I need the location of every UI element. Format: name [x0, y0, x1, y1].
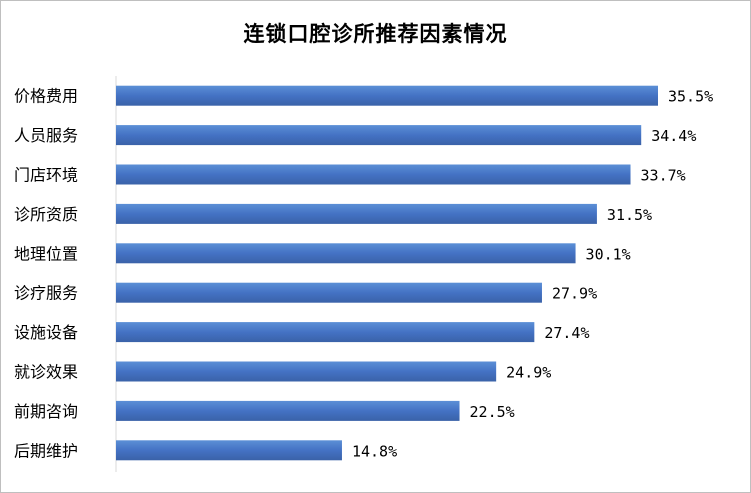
bar — [116, 85, 658, 106]
bar — [116, 243, 576, 264]
bar — [116, 125, 642, 146]
category-label: 门店环境 — [14, 166, 78, 185]
bar — [116, 164, 631, 185]
category-label: 诊疗服务 — [14, 284, 78, 303]
data-label: 27.4% — [544, 324, 589, 342]
category-label: 价格费用 — [14, 87, 78, 106]
bar — [116, 361, 497, 382]
data-label: 31.5% — [607, 206, 652, 224]
data-label: 35.5% — [668, 88, 713, 106]
data-label: 14.8% — [352, 442, 397, 460]
category-label: 人员服务 — [14, 126, 78, 145]
bar — [116, 400, 460, 421]
category-label: 诊所资质 — [14, 205, 78, 224]
category-label: 设施设备 — [14, 323, 78, 342]
bar — [116, 440, 342, 461]
chart-title: 连锁口腔诊所推荐因素情况 — [243, 21, 508, 46]
data-label: 24.9% — [506, 364, 551, 382]
data-label: 34.4% — [651, 127, 696, 145]
data-label: 30.1% — [586, 245, 631, 263]
category-label: 就诊效果 — [14, 363, 78, 382]
data-label: 22.5% — [470, 403, 515, 421]
bar — [116, 322, 535, 343]
data-label: 33.7% — [641, 167, 686, 185]
category-label: 地理位置 — [14, 244, 78, 263]
category-label: 前期咨询 — [14, 402, 78, 421]
data-label: 27.9% — [552, 285, 597, 303]
category-label: 后期维护 — [14, 441, 78, 460]
bar — [116, 203, 597, 224]
bar — [116, 282, 542, 303]
